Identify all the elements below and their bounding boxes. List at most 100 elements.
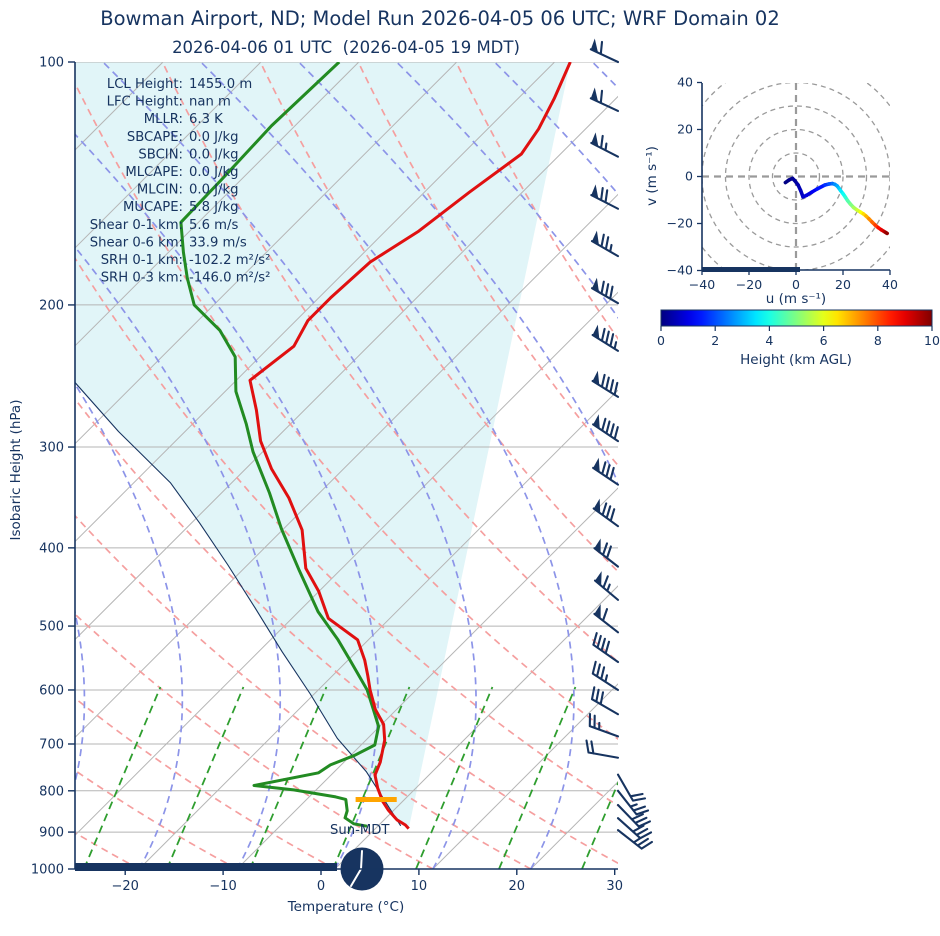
colorbar-gradient — [660, 309, 933, 327]
barb-pennant — [594, 538, 601, 554]
pressure-tick-label: 300 — [39, 441, 64, 456]
wind-barb — [592, 502, 620, 528]
v-tick-label: −40 — [667, 263, 693, 278]
colorbar-label: Height (km AGL) — [740, 352, 852, 368]
wind-barb — [589, 89, 620, 113]
wind-barb — [589, 40, 620, 64]
isotherm-line — [138, 389, 618, 869]
v-tick-label: 20 — [677, 122, 693, 137]
valid-time-subtitle: 2026-04-06 01 UTC (2026-04-05 19 MDT) — [172, 38, 520, 57]
isotherm-line — [236, 487, 618, 869]
wind-barb — [590, 134, 620, 158]
index-label: MLCIN: — [137, 183, 183, 198]
wind-barb — [591, 660, 620, 692]
skewt-foreground — [75, 796, 397, 891]
pressure-tick-label: 600 — [39, 683, 64, 698]
isotherm-line — [75, 95, 618, 641]
index-label: LCL Height: — [107, 77, 183, 92]
wind-barb — [590, 233, 620, 258]
pressure-tick-label: 500 — [39, 620, 64, 635]
moist-adiabat-line — [75, 608, 86, 786]
wind-barb — [592, 417, 620, 443]
moist-adiabat-line — [102, 62, 477, 869]
temperature-tick-label: 30 — [606, 879, 623, 894]
hodograph-x-axis-label: u (m s⁻¹) — [766, 291, 826, 307]
isotherm-line — [75, 193, 618, 739]
hodograph-y-axis-label: v (m s⁻¹) — [644, 146, 660, 206]
index-label: MUCAPE: — [123, 200, 183, 215]
u-tick-label: −20 — [736, 277, 762, 292]
barb-pennant — [595, 571, 602, 586]
skewt-x-axis-label: Temperature (°C) — [287, 899, 405, 915]
index-label: MLCAPE: — [125, 165, 183, 180]
temperature-tick-label: 10 — [411, 879, 428, 894]
wind-barb — [593, 575, 620, 601]
temperature-curve — [248, 62, 572, 830]
dry-adiabat-line — [75, 397, 618, 865]
mixing-ratio-line — [166, 686, 245, 869]
mixing-ratio-line — [83, 686, 162, 869]
sun-time-label: Sun-MDT — [330, 823, 390, 838]
range-ring — [748, 128, 844, 225]
index-value: 5.6 m/s — [189, 218, 238, 233]
pressure-tick-label: 100 — [39, 56, 64, 71]
index-label: LFC Height: — [107, 95, 183, 110]
colorbar-tick-label: 2 — [711, 333, 719, 348]
mixing-ratio-line — [415, 686, 494, 869]
temperature-tick-label: 20 — [509, 879, 526, 894]
wind-barb — [591, 327, 620, 352]
isotherm-line — [75, 62, 360, 347]
wind-barb — [593, 608, 620, 634]
sounding-indices-panel: LCL Height: 1455.0 m LFC Height: nan m MLLR:… — [90, 77, 271, 286]
pressure-tick-label: 1000 — [31, 863, 64, 878]
wind-barb — [590, 280, 620, 305]
index-value: -102.2 m²/s² — [189, 253, 270, 268]
mixing-ratio-line — [665, 687, 741, 869]
index-label: Shear 0-6 km: — [90, 235, 183, 250]
wind-barb-column — [585, 38, 653, 850]
surface-terrain-bar — [75, 863, 337, 871]
index-value: 0.0 J/kg — [189, 130, 239, 145]
hodograph-grid — [702, 83, 890, 270]
v-tick-label: 40 — [677, 75, 693, 90]
v-tick-label: −20 — [667, 216, 693, 231]
v-tick-label: 0 — [685, 169, 693, 184]
wind-barb — [590, 686, 620, 716]
u-tick-label: −40 — [689, 277, 715, 292]
index-label: SBCAPE: — [127, 130, 183, 145]
moist-adiabat-line — [75, 133, 379, 869]
dewpoint-curve — [179, 62, 381, 828]
index-label: SRH 0-3 km: — [101, 271, 183, 286]
temperature-tick-label: −20 — [111, 879, 138, 894]
wind-barb — [593, 542, 620, 568]
dry-adiabat-line — [75, 256, 618, 807]
index-value: -146.0 m²/s² — [189, 271, 270, 286]
wind-barb — [592, 632, 620, 664]
colorbar-tick-label: 4 — [765, 333, 773, 348]
isotherm-line — [75, 62, 262, 249]
temperature-tick-label: −10 — [209, 879, 236, 894]
height-colorbar: 0 2 4 6 8 10 — [657, 309, 940, 348]
isotherm-line — [75, 62, 555, 543]
moist-adiabat-line — [75, 382, 184, 869]
pressure-tick-label: 900 — [39, 826, 64, 841]
colorbar-tick-label: 6 — [820, 333, 828, 348]
skewt-curves — [75, 62, 572, 830]
isotherm-line — [432, 683, 618, 869]
u-tick-label: 40 — [882, 277, 898, 292]
index-value: 0.0 J/kg — [189, 165, 239, 180]
range-ring — [702, 83, 890, 270]
isotherm-line — [75, 62, 458, 445]
colorbar-tick-label: 10 — [924, 333, 940, 348]
index-value: 5.8 J/kg — [189, 200, 239, 215]
mixing-ratio-line — [581, 780, 618, 869]
index-value: 1455.0 m — [189, 77, 252, 92]
dry-adiabat-line — [75, 514, 532, 869]
u-tick-label: 0 — [792, 277, 800, 292]
wind-barb — [592, 461, 620, 486]
moist-adiabat-line — [75, 245, 282, 869]
u-tick-label: 20 — [835, 277, 851, 292]
page-title: Bowman Airport, ND; Model Run 2026-04-05… — [100, 7, 780, 30]
